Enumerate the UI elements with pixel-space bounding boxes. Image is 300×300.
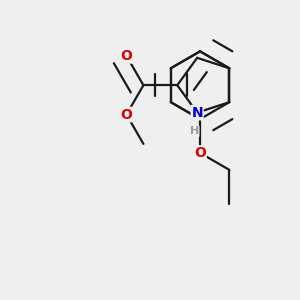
Text: O: O [194,146,206,160]
Text: N: N [191,106,203,120]
Text: O: O [121,49,132,63]
Text: H: H [190,126,199,136]
Text: O: O [121,107,132,122]
